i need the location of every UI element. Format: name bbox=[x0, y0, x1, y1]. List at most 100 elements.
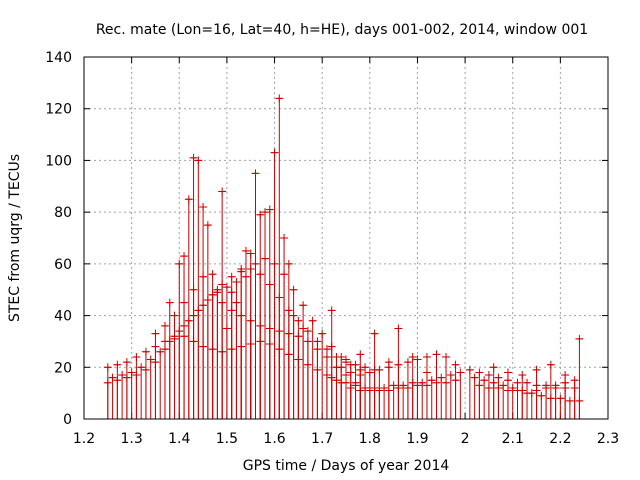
data-point bbox=[146, 355, 155, 364]
data-point bbox=[523, 389, 532, 398]
data-point bbox=[275, 94, 284, 103]
x-tick-label: 1.8 bbox=[359, 431, 381, 447]
data-point bbox=[508, 383, 517, 392]
data-point bbox=[137, 363, 146, 372]
data-point bbox=[103, 363, 112, 372]
data-point bbox=[427, 376, 436, 385]
data-point bbox=[299, 301, 308, 310]
data-point bbox=[532, 365, 541, 374]
y-tick-label: 40 bbox=[54, 309, 72, 325]
data-point bbox=[170, 311, 179, 320]
data-point bbox=[375, 365, 384, 374]
data-point bbox=[403, 358, 412, 367]
data-point bbox=[322, 352, 331, 361]
series-group bbox=[180, 94, 293, 420]
data-point bbox=[227, 288, 236, 297]
data-point bbox=[513, 386, 522, 395]
x-tick-label: 1.2 bbox=[73, 431, 95, 447]
data-point bbox=[437, 373, 446, 382]
data-point bbox=[284, 259, 293, 268]
data-point bbox=[346, 360, 355, 369]
data-point bbox=[294, 316, 303, 325]
data-point bbox=[551, 381, 560, 390]
data-point bbox=[237, 265, 246, 274]
data-point bbox=[456, 368, 465, 377]
data-point bbox=[141, 347, 150, 356]
y-tick-label: 60 bbox=[54, 257, 72, 273]
data-point bbox=[422, 352, 431, 361]
data-point bbox=[227, 272, 236, 281]
data-point bbox=[537, 391, 546, 400]
data-point bbox=[518, 371, 527, 380]
y-tick-label: 20 bbox=[54, 360, 72, 376]
y-tick-label: 80 bbox=[54, 205, 72, 221]
data-point bbox=[322, 345, 331, 354]
data-point bbox=[475, 368, 484, 377]
data-point bbox=[489, 363, 498, 372]
data-point bbox=[470, 373, 479, 382]
data-point bbox=[442, 352, 451, 361]
data-point bbox=[380, 383, 389, 392]
series-group bbox=[165, 148, 308, 420]
x-tick-label: 1.7 bbox=[311, 431, 333, 447]
y-tick-label: 140 bbox=[45, 50, 72, 66]
chart-title: Rec. mate (Lon=16, Lat=40, h=HE), days 0… bbox=[96, 22, 588, 38]
x-tick-label: 2.3 bbox=[597, 431, 619, 447]
data-point bbox=[465, 365, 474, 374]
data-point bbox=[494, 373, 503, 382]
y-axis-label: STEC from uqrg / TECUs bbox=[7, 154, 23, 322]
data-point bbox=[399, 381, 408, 390]
data-point bbox=[265, 205, 274, 214]
data-point bbox=[570, 376, 579, 385]
x-tick-label: 1.6 bbox=[263, 431, 285, 447]
data-point bbox=[175, 259, 184, 268]
data-point bbox=[184, 195, 193, 204]
x-tick-label: 2.2 bbox=[549, 431, 571, 447]
data-point bbox=[299, 324, 308, 333]
data-point bbox=[194, 156, 203, 165]
data-point bbox=[523, 378, 532, 387]
data-point bbox=[327, 306, 336, 315]
data-point bbox=[337, 363, 346, 372]
data-point bbox=[156, 347, 165, 356]
axis-ticks: 1.2 1.3 1.4 1.5 1.6 1.7 1.8 1.9 2 2.1 2.2 2.3 0 20 40 6… bbox=[45, 50, 619, 447]
data-point bbox=[280, 234, 289, 242]
x-tick-label: 1.4 bbox=[168, 431, 190, 447]
data-point bbox=[232, 298, 241, 307]
y-tick-label: 0 bbox=[63, 412, 72, 428]
data-point bbox=[261, 208, 270, 217]
data-point bbox=[208, 270, 217, 279]
data-point bbox=[575, 334, 584, 343]
data-point bbox=[484, 371, 493, 380]
x-tick-label: 1.3 bbox=[121, 431, 143, 447]
data-point bbox=[361, 363, 370, 372]
data-point bbox=[122, 358, 131, 367]
y-tick-label: 100 bbox=[45, 153, 72, 169]
data-point bbox=[342, 355, 350, 364]
data-point bbox=[556, 394, 565, 403]
data-point bbox=[241, 246, 250, 255]
data-point bbox=[289, 311, 298, 320]
data-point bbox=[256, 210, 265, 219]
data-point bbox=[222, 324, 231, 333]
data-point bbox=[351, 378, 360, 387]
x-tick-label: 2 bbox=[461, 431, 470, 447]
plot-frame bbox=[83, 56, 609, 420]
data-point bbox=[542, 383, 551, 392]
data-point bbox=[432, 350, 441, 359]
data-point bbox=[127, 368, 136, 377]
data-point bbox=[561, 371, 570, 380]
data-point bbox=[303, 327, 312, 336]
data-point bbox=[218, 187, 227, 196]
data-point bbox=[422, 368, 431, 377]
data-point bbox=[313, 345, 322, 354]
data-point bbox=[199, 202, 208, 211]
data-point bbox=[389, 381, 398, 390]
data-point bbox=[203, 221, 212, 230]
data-point bbox=[494, 383, 503, 392]
data-point bbox=[451, 360, 460, 369]
data-point bbox=[446, 371, 455, 380]
data-point bbox=[108, 373, 117, 382]
data-point bbox=[480, 376, 489, 385]
